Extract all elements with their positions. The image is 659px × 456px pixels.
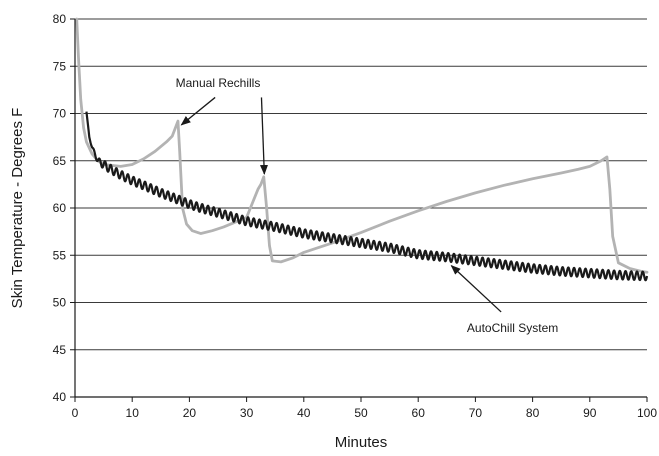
y-tick-label: 65 <box>53 154 67 168</box>
x-tick-label: 90 <box>583 406 597 420</box>
x-tick-label: 70 <box>469 406 483 420</box>
tick-labels: 40 45 50 55 60 65 70 75 80 0 10 20 30 40 50 60 70 80 90 100 <box>53 12 658 420</box>
x-tick-label: 60 <box>412 406 426 420</box>
y-tick-label: 80 <box>53 12 67 26</box>
series-line-autochill <box>85 111 649 282</box>
y-tick-label: 75 <box>53 59 67 73</box>
y-axis-title: Skin Temperature - Degrees F <box>9 108 26 309</box>
x-tick-label: 50 <box>354 406 368 420</box>
x-axis-title: Minutes <box>335 434 388 451</box>
arrow-manual-rechill-1 <box>180 96 216 126</box>
series-group <box>75 17 649 282</box>
x-tick-label: 10 <box>126 406 140 420</box>
y-tick-label: 70 <box>53 107 67 121</box>
y-tick-label: 60 <box>53 201 67 215</box>
annotation-manual-rechills: Manual Rechills <box>176 76 261 90</box>
y-tick-label: 50 <box>53 296 67 310</box>
arrow-manual-rechill-2 <box>259 97 268 175</box>
annotations: Manual Rechills AutoChill System <box>176 76 559 335</box>
arrow-autochill <box>450 264 502 313</box>
x-tick-label: 80 <box>526 406 540 420</box>
y-tick-label: 55 <box>53 248 67 262</box>
x-tick-label: 30 <box>240 406 254 420</box>
annotation-autochill-system: AutoChill System <box>467 321 558 335</box>
x-tick-label: 20 <box>183 406 197 420</box>
x-tick-label: 100 <box>637 406 657 420</box>
series-line-manual-rechills <box>75 17 649 274</box>
x-tick-label: 40 <box>297 406 311 420</box>
y-tick-label: 40 <box>53 390 67 404</box>
gridlines <box>75 18 647 398</box>
y-tick-label: 45 <box>53 343 67 357</box>
x-tick-label: 0 <box>72 406 79 420</box>
axes <box>70 18 648 402</box>
